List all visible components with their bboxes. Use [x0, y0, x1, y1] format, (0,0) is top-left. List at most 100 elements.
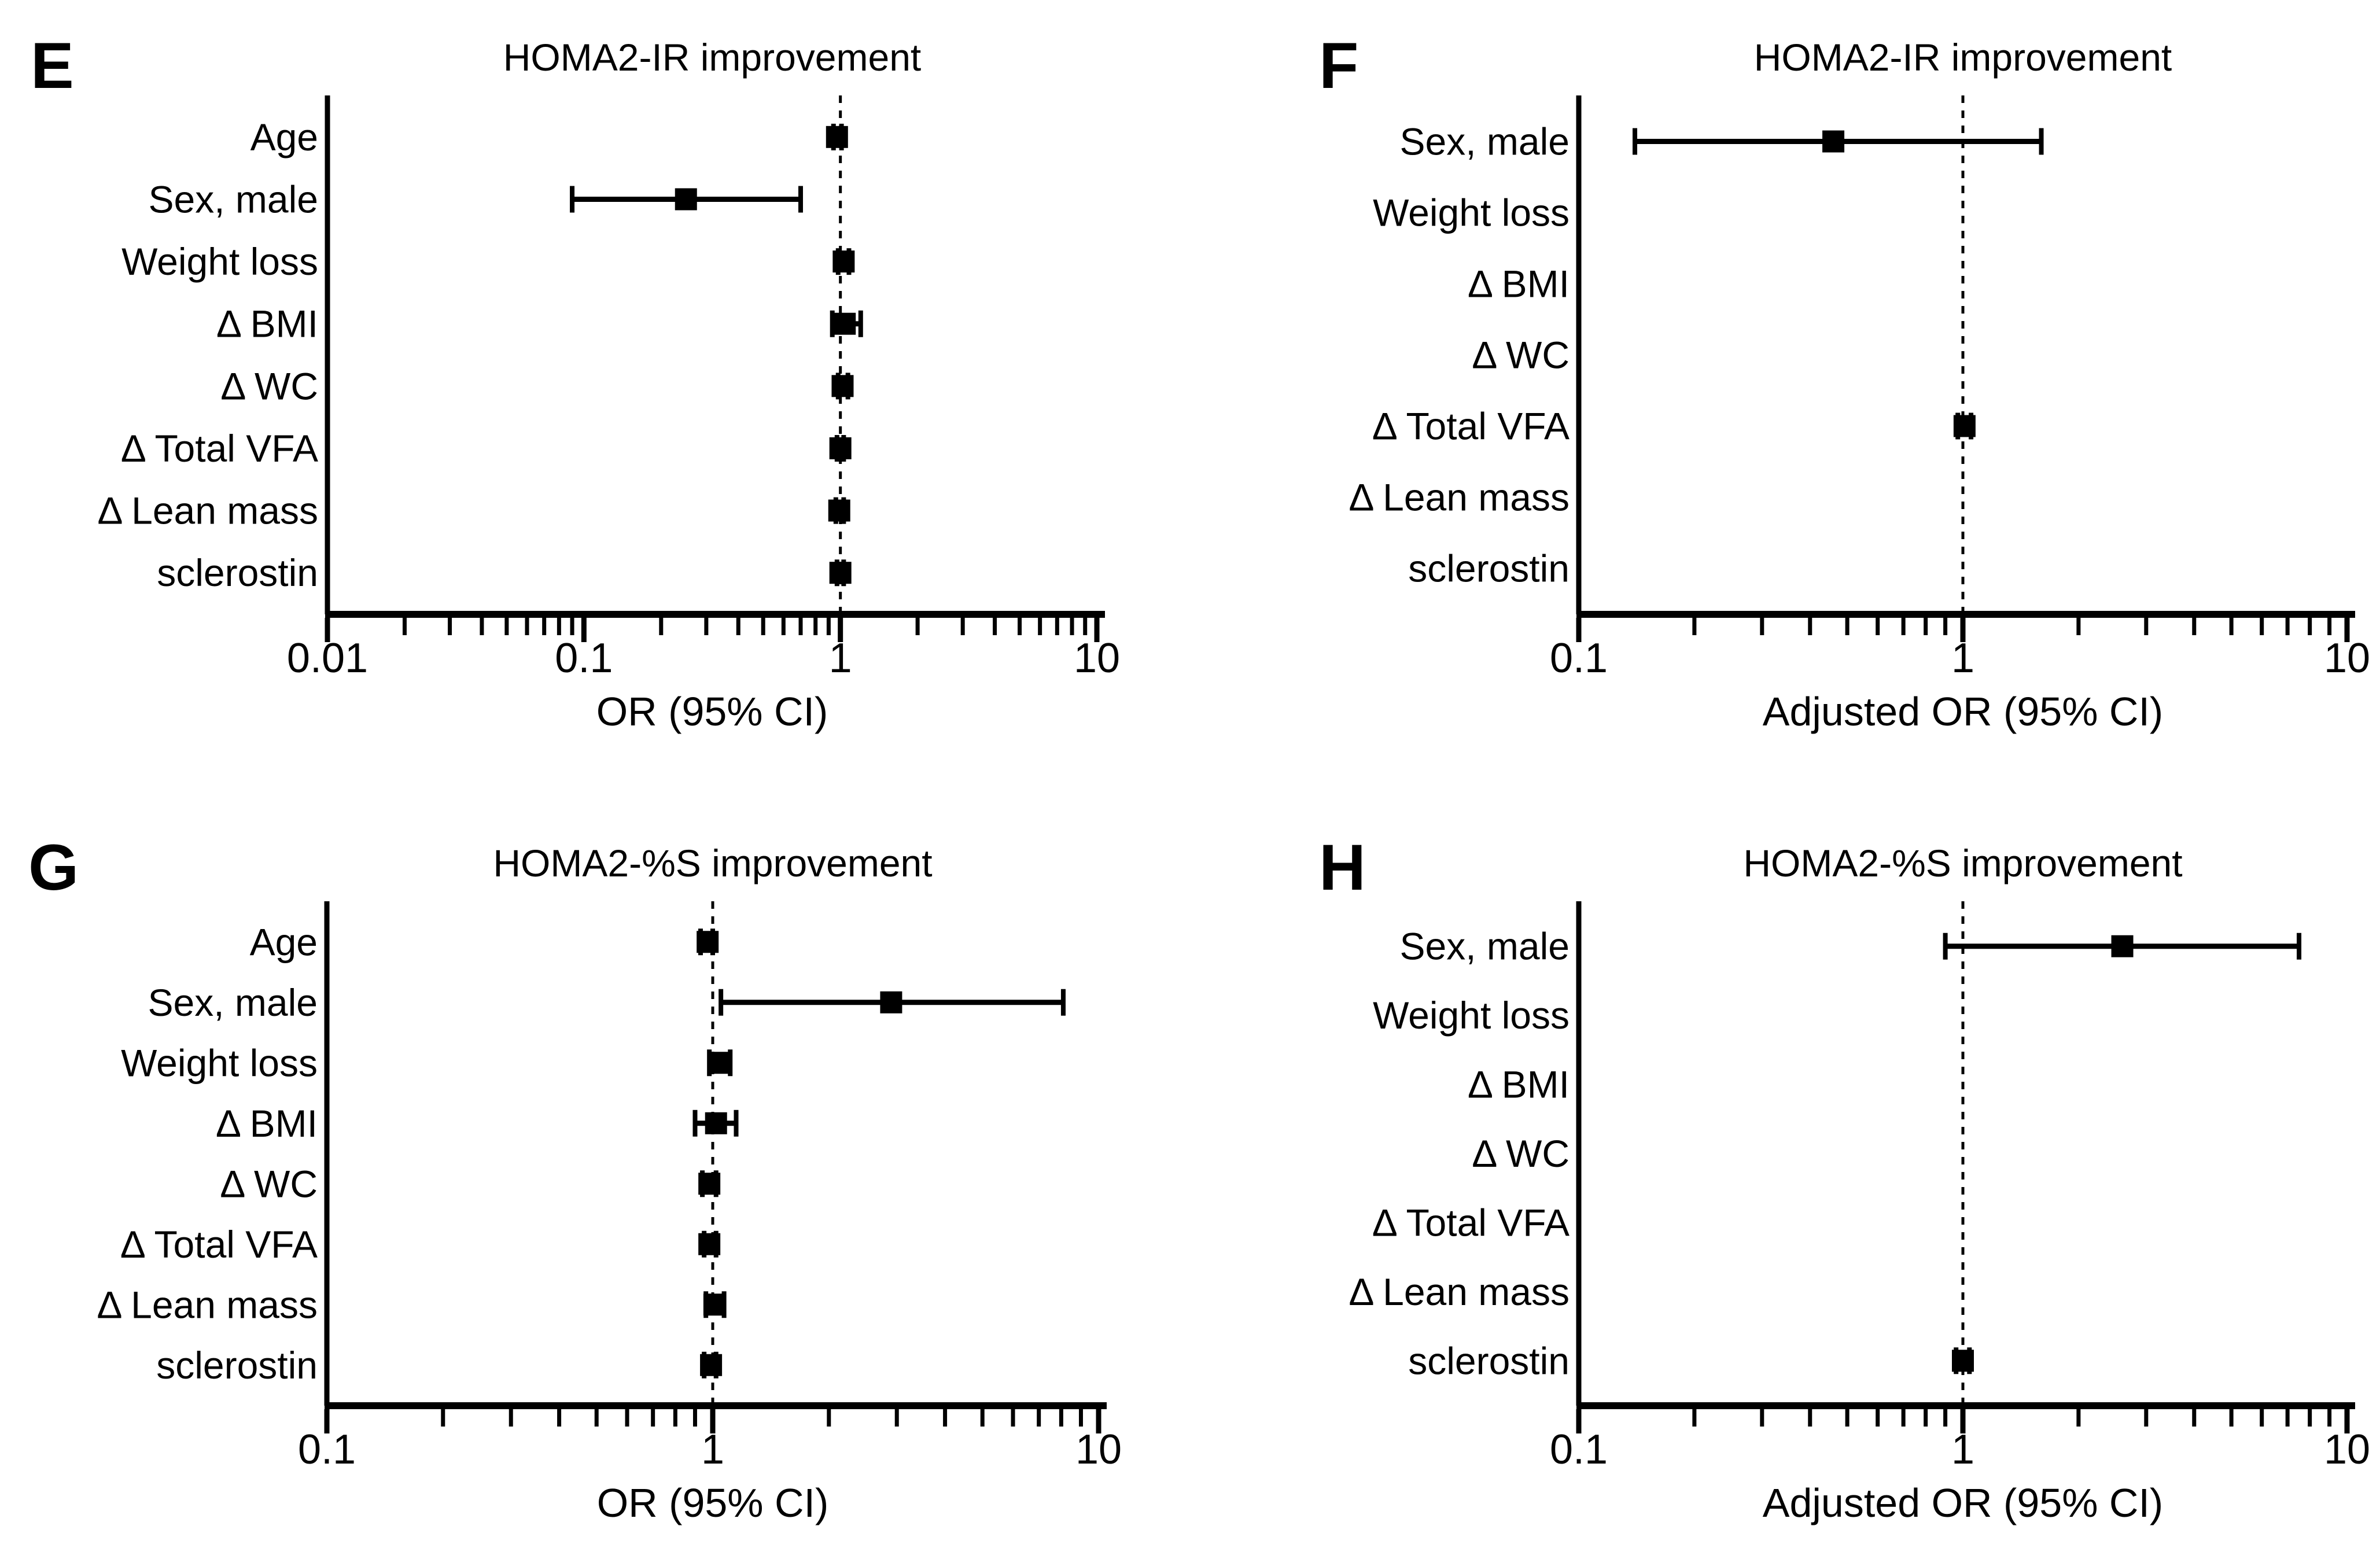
- forest-row: Weight loss: [1373, 191, 1570, 234]
- row-label: Δ Lean mass: [1349, 1270, 1570, 1313]
- or-point-marker: [703, 1293, 725, 1316]
- forest-row: Δ WC: [1472, 1132, 1570, 1175]
- row-label: Sex, male: [148, 981, 318, 1024]
- row-label: Δ Lean mass: [97, 1283, 318, 1326]
- or-point-marker: [832, 250, 855, 273]
- x-tick-label: 1: [701, 1427, 724, 1473]
- row-label: Δ BMI: [216, 303, 318, 345]
- forest-row: Δ Total VFA: [121, 427, 852, 470]
- or-point-marker: [1952, 1350, 1974, 1372]
- x-tick-label: 1: [829, 635, 852, 681]
- forest-row: Sex, male: [1400, 120, 2044, 163]
- or-point-marker: [698, 1173, 721, 1195]
- row-label: Δ Total VFA: [121, 427, 318, 470]
- forest-row: Weight loss: [1373, 994, 1570, 1037]
- panel-letter: E: [31, 30, 74, 102]
- forest-row: Weight loss: [121, 1041, 733, 1084]
- row-label: Δ BMI: [216, 1102, 318, 1145]
- or-point-marker: [828, 499, 850, 522]
- row-label: Δ WC: [220, 364, 318, 407]
- forest-row: Δ BMI: [216, 303, 863, 345]
- forest-row: Δ Total VFA: [1372, 405, 1976, 448]
- forest-row: Δ WC: [220, 364, 854, 407]
- x-tick-label: 10: [2324, 1427, 2370, 1473]
- forest-row: sclerostin: [1408, 547, 1570, 590]
- forest-row: Δ WC: [220, 1162, 721, 1205]
- row-label: Weight loss: [1373, 994, 1570, 1037]
- x-tick-label: 0.1: [1550, 635, 1608, 681]
- x-tick-label: 10: [2324, 635, 2370, 681]
- or-point-marker: [831, 375, 854, 397]
- row-label: Δ WC: [220, 1162, 318, 1205]
- forest-row: Δ BMI: [1468, 263, 1570, 305]
- or-point-marker: [826, 126, 848, 148]
- row-label: Δ Total VFA: [120, 1223, 318, 1266]
- or-point-marker: [698, 1233, 721, 1255]
- forest-row: Δ BMI: [1468, 1063, 1570, 1106]
- panel-title: HOMA2-%S improvement: [1743, 842, 2182, 884]
- panel-H: H HOMA2-%S improvement 0.1 1 10 Adjusted OR (…: [1319, 831, 2370, 1525]
- row-label: Age: [250, 920, 318, 963]
- x-tick-label: 0.1: [298, 1427, 356, 1473]
- panel-title: HOMA2-IR improvement: [1754, 36, 2172, 79]
- x-axis-title: Adjusted OR (95% CI): [1763, 689, 2163, 734]
- panel-title: HOMA2-%S improvement: [493, 842, 932, 884]
- row-label: Δ BMI: [1468, 1063, 1570, 1106]
- forest-row: Sex, male: [1400, 925, 2302, 968]
- row-label: Sex, male: [1400, 925, 1570, 968]
- or-point-marker: [700, 1354, 723, 1376]
- forest-row: Δ Lean mass: [97, 1283, 727, 1326]
- or-point-marker: [2111, 935, 2134, 957]
- forest-row: Age: [250, 116, 848, 159]
- panel-letter: G: [28, 831, 79, 904]
- row-label: Sex, male: [1400, 120, 1570, 163]
- panel-F: F HOMA2-IR improvement 0.1 1 10 Adjusted OR (…: [1319, 30, 2370, 734]
- x-tick-label: 0.1: [1550, 1427, 1608, 1473]
- or-point-marker: [705, 1112, 727, 1134]
- x-tick-label: 10: [1074, 635, 1120, 681]
- or-point-marker: [829, 562, 852, 584]
- or-point-marker: [829, 437, 852, 459]
- x-tick-label: 1: [1951, 1427, 1974, 1473]
- or-point-marker: [675, 188, 697, 211]
- panel-letter: F: [1319, 30, 1358, 102]
- row-label: Δ WC: [1472, 1132, 1570, 1175]
- row-label: Sex, male: [149, 178, 318, 220]
- panel-title: HOMA2-IR improvement: [503, 36, 922, 79]
- forest-row: Sex, male: [148, 981, 1066, 1024]
- x-axis-title: OR (95% CI): [597, 1480, 829, 1525]
- row-label: Δ WC: [1472, 334, 1570, 377]
- forest-row: sclerostin: [156, 1344, 723, 1387]
- forest-row: Δ Lean mass: [1349, 1270, 1570, 1313]
- forest-row: Age: [250, 920, 719, 963]
- row-label: Weight loss: [1373, 191, 1570, 234]
- row-label: Δ BMI: [1468, 263, 1570, 305]
- row-label: Δ Total VFA: [1372, 405, 1570, 448]
- panel-G: G HOMA2-%S improvement 0.1 1 10 OR (95% CI) Ag…: [28, 831, 1122, 1525]
- row-label: Weight loss: [121, 240, 318, 283]
- row-label: Age: [250, 116, 318, 159]
- forest-row: Δ WC: [1472, 334, 1570, 377]
- forest-row: Sex, male: [149, 178, 803, 220]
- or-point-marker: [880, 991, 902, 1013]
- x-tick-label: 1: [1951, 635, 1974, 681]
- or-point-marker: [834, 312, 856, 335]
- forest-row: Δ Lean mass: [97, 489, 850, 532]
- forest-row: Δ Total VFA: [1372, 1201, 1570, 1244]
- row-label: sclerostin: [1408, 547, 1570, 590]
- row-label: Weight loss: [121, 1041, 318, 1084]
- x-tick-label: 0.01: [287, 635, 368, 681]
- row-label: sclerostin: [1408, 1339, 1570, 1382]
- x-tick-label: 10: [1075, 1427, 1122, 1473]
- forest-row: Δ BMI: [216, 1102, 739, 1145]
- row-label: Δ Total VFA: [1372, 1201, 1570, 1244]
- panel-E: E HOMA2-IR improvement 0.01 0.1 1 10 OR (95% C…: [31, 30, 1120, 734]
- or-point-marker: [708, 1052, 731, 1074]
- forest-row: sclerostin: [157, 551, 852, 594]
- forest-row: Δ Lean mass: [1349, 476, 1570, 519]
- forest-row: Δ Total VFA: [120, 1223, 721, 1266]
- row-label: sclerostin: [156, 1344, 318, 1387]
- x-tick-label: 0.1: [555, 635, 613, 681]
- row-label: sclerostin: [157, 551, 318, 594]
